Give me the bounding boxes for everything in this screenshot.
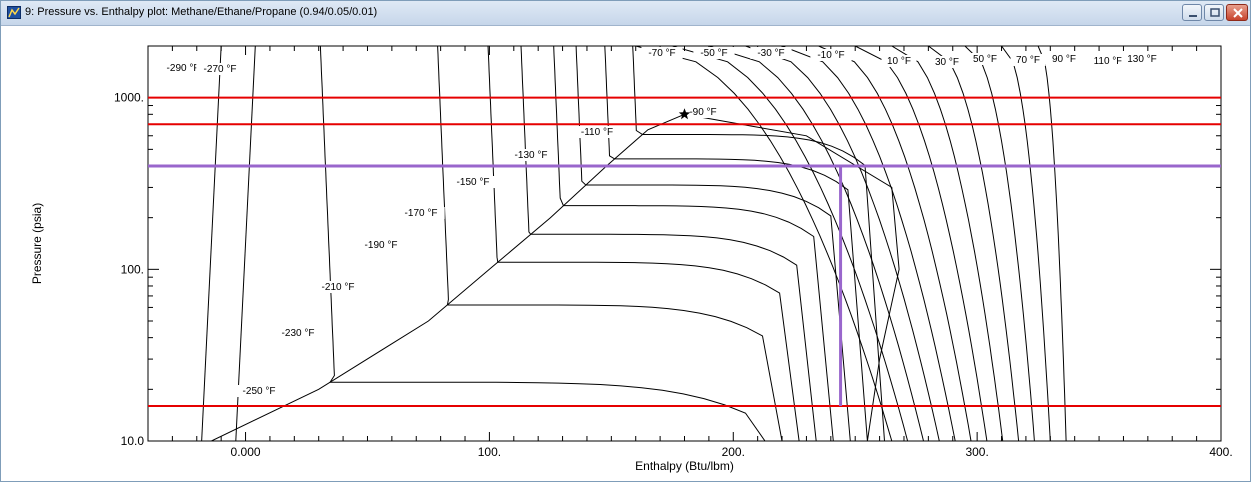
isotherm-line bbox=[553, 46, 834, 441]
isotherm-label-bg bbox=[967, 53, 1003, 65]
isotherm-line bbox=[632, 46, 885, 441]
isotherm-label-bg bbox=[1046, 53, 1082, 65]
x-tick-label: 300. bbox=[965, 445, 988, 459]
dew-point-curve bbox=[211, 113, 685, 441]
isotherm-label: -250 °F bbox=[243, 386, 276, 397]
isotherm-label-bg bbox=[810, 49, 852, 61]
isotherm-label: 90 °F bbox=[1052, 54, 1076, 65]
title-bar[interactable]: 9: Pressure vs. Enthalpy plot: Methane/E… bbox=[1, 1, 1250, 26]
minimize-icon bbox=[1189, 15, 1197, 17]
maximize-icon bbox=[1210, 8, 1220, 17]
x-tick-label: 200. bbox=[722, 445, 745, 459]
isotherm-label: 30 °F bbox=[935, 57, 959, 68]
isotherm-label: 10 °F bbox=[887, 56, 911, 67]
y-tick-label: 1000. bbox=[114, 91, 144, 105]
isotherm-label: 110 °F bbox=[1094, 56, 1123, 67]
y-axis-label: Pressure (psia) bbox=[30, 203, 44, 284]
isotherm-line bbox=[891, 46, 1004, 441]
bubble-point-curve bbox=[684, 113, 900, 441]
minimize-button[interactable] bbox=[1182, 4, 1202, 21]
isotherm-label: -50 °F bbox=[700, 48, 727, 59]
critical-point-star bbox=[678, 108, 691, 120]
isotherm-line bbox=[745, 46, 940, 441]
isotherm-label: 50 °F bbox=[973, 54, 997, 65]
isotherm-label-bg bbox=[507, 149, 555, 161]
isotherm-label: -150 °F bbox=[457, 177, 490, 188]
isotherm-label-bg bbox=[573, 126, 621, 138]
close-button[interactable] bbox=[1226, 4, 1248, 21]
isotherm-label-bg bbox=[693, 47, 735, 59]
app-icon bbox=[7, 6, 21, 19]
isotherm-line bbox=[708, 46, 924, 441]
isotherm-label: -130 °F bbox=[515, 150, 548, 161]
isotherm-line bbox=[635, 46, 893, 441]
pressure-enthalpy-chart: 0.000 100. 200. 300. 400. 10.0 100. 1000. Enthal… bbox=[30, 45, 1233, 473]
isotherm-label: 130 °F bbox=[1127, 54, 1157, 65]
isotherm-label: 70 °F bbox=[1016, 55, 1040, 66]
close-icon bbox=[1233, 8, 1243, 18]
x-tick-label: 400. bbox=[1209, 445, 1232, 459]
isotherm-line bbox=[928, 46, 1020, 441]
x-tick-label: 100. bbox=[478, 445, 501, 459]
isotherm-label-bg bbox=[750, 47, 792, 59]
isotherm-label-bg bbox=[1087, 55, 1129, 67]
maximize-button[interactable] bbox=[1204, 4, 1224, 21]
isotherm-label: -110 °F bbox=[581, 127, 613, 138]
isotherm-line bbox=[672, 46, 909, 441]
isotherm-label-bg bbox=[274, 327, 322, 339]
y-tick-label: 10.0 bbox=[121, 434, 145, 448]
isotherm-line bbox=[575, 46, 851, 441]
isotherm-line bbox=[235, 46, 256, 441]
isotherm-label: -210 °F bbox=[322, 282, 355, 293]
isotherm-label-bg bbox=[881, 55, 917, 67]
isotherm-line bbox=[1001, 46, 1051, 441]
isotherm-label-bg bbox=[682, 106, 724, 118]
isotherm-label: -270 °F bbox=[204, 64, 237, 75]
isotherm-label: -170 °F bbox=[405, 208, 438, 219]
isotherm-label-bg bbox=[397, 207, 445, 219]
isotherm-line bbox=[1037, 46, 1067, 441]
isotherm-line bbox=[818, 46, 972, 441]
isotherm-label: -30 °F bbox=[757, 48, 784, 59]
isotherm-label: -190 °F bbox=[365, 240, 398, 251]
plot-area: 0.000 100. 200. 300. 400. 10.0 100. 1000. Enthal… bbox=[1, 26, 1250, 481]
isotherm-line bbox=[781, 46, 956, 441]
window-title: 9: Pressure vs. Enthalpy plot: Methane/E… bbox=[25, 6, 378, 18]
y-tick-label: 100. bbox=[121, 262, 144, 276]
isotherm-label-bg bbox=[235, 385, 283, 397]
isotherm-label: -10 °F bbox=[817, 50, 844, 61]
plot-frame bbox=[147, 45, 1222, 442]
isotherm-label: -230 °F bbox=[282, 328, 315, 339]
isotherm-label-bg bbox=[159, 62, 207, 74]
isotherm-line bbox=[319, 46, 766, 441]
isotherm-line bbox=[437, 46, 783, 441]
isotherm-label-bg bbox=[314, 281, 362, 293]
isotherm-line bbox=[854, 46, 988, 441]
isotherm-label: -90 °F bbox=[689, 107, 716, 118]
isotherm-line bbox=[520, 46, 817, 441]
isotherm-line bbox=[964, 46, 1035, 441]
isotherm-label: -70 °F bbox=[648, 48, 675, 59]
isotherm-label-bg bbox=[357, 239, 405, 251]
isotherm-label-bg bbox=[1121, 53, 1163, 65]
isotherm-label-bg bbox=[641, 47, 683, 59]
x-axis-label: Enthalpy (Btu/lbm) bbox=[635, 459, 734, 473]
isotherm-label-bg bbox=[449, 176, 497, 188]
isotherm-label-bg bbox=[1010, 54, 1046, 66]
x-tick-label: 0.000 bbox=[231, 445, 261, 459]
isotherm-label-bg bbox=[929, 56, 965, 68]
isotherm-label-bg bbox=[196, 63, 244, 75]
isotherm-line bbox=[487, 46, 800, 441]
isotherm-line bbox=[201, 46, 222, 441]
isotherm-label: -290 °F bbox=[167, 63, 200, 74]
